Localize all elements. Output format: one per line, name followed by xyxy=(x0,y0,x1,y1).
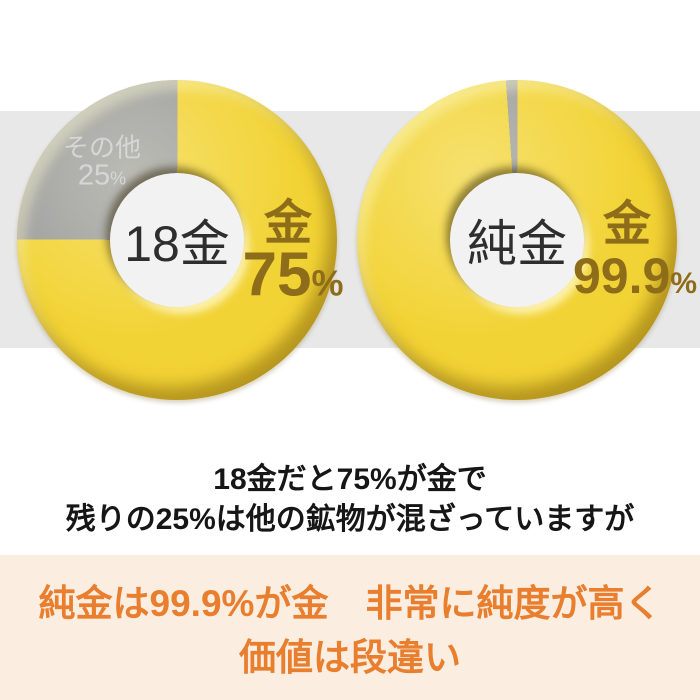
gold-18k-percent-sign: % xyxy=(311,262,344,304)
caption-line-2: 残りの25%は他の鉱物が混ざっていますが xyxy=(65,503,635,536)
slice-value-gold-pure: 99.9% xyxy=(573,247,697,305)
slice-value-gold-18k: 75% xyxy=(243,240,344,311)
slice-value-other: 25% xyxy=(78,160,126,193)
banner-line-2: 価値は段違い xyxy=(239,637,461,678)
gold-18k-value-number: 75 xyxy=(242,240,312,310)
caption-block: 18金だと75%が金で 残りの25%は他の鉱物が混ざっていますが xyxy=(0,460,700,540)
gold-pure-value-number: 99.9 xyxy=(572,248,671,304)
gold-pure-percent-sign: % xyxy=(670,267,698,300)
donut-center-label-pure-gold: 純金 xyxy=(467,216,567,272)
slice-label-other: その他 xyxy=(62,132,142,163)
banner-line-1: 純金は99.9%が金 非常に純度が高く xyxy=(38,583,662,624)
slice-label-gold-18k: 金 xyxy=(263,197,313,250)
other-value-number: 25 xyxy=(77,159,111,192)
caption-line-1: 18金だと75%が金で xyxy=(213,463,487,496)
other-value-percent-sign: % xyxy=(110,168,127,189)
donut-hole-pure-gold: 純金 xyxy=(450,173,584,307)
donut-center-label-18k: 18金 xyxy=(124,216,230,272)
banner-text: 純金は99.9%が金 非常に純度が高く 価値は段違い xyxy=(0,577,700,685)
donut-hole-18k: 18金 xyxy=(110,173,244,307)
highlight-banner: 純金は99.9%が金 非常に純度が高く 価値は段違い xyxy=(0,555,700,700)
slice-label-gold-pure: 金 xyxy=(602,198,652,251)
